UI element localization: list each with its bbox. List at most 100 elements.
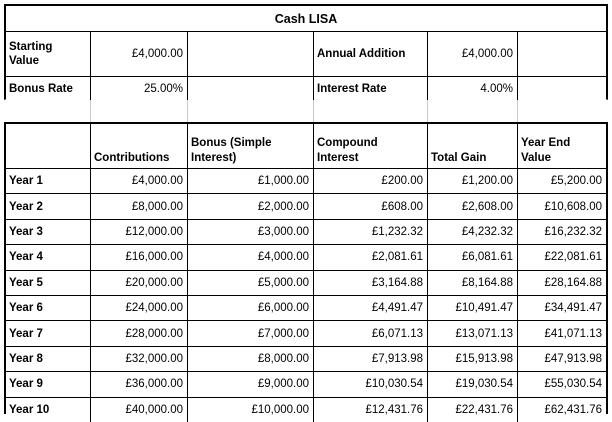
value-cell[interactable]: £6,071.13 bbox=[314, 321, 428, 346]
table-row: Year 10 £40,000.00 £10,000.00 £12,431.76 £22… bbox=[6, 397, 606, 422]
column-header-year-end-value[interactable]: Year End Value bbox=[518, 124, 606, 168]
value-cell[interactable]: £3,164.88 bbox=[314, 270, 428, 295]
table-row: Year 8 £32,000.00 £8,000.00 £7,913.98 £15,91… bbox=[6, 346, 606, 373]
spacer-row bbox=[4, 100, 608, 122]
value-cell[interactable]: £608.00 bbox=[314, 194, 428, 219]
value-cell[interactable]: £7,000.00 bbox=[188, 321, 314, 346]
value-cell[interactable]: £5,000.00 bbox=[188, 270, 314, 295]
value-cell[interactable]: £22,081.61 bbox=[518, 245, 606, 270]
value-cell[interactable]: £32,000.00 bbox=[91, 346, 188, 372]
gridline bbox=[517, 100, 518, 122]
empty-cell[interactable] bbox=[188, 77, 314, 101]
table-body: Year 1 £4,000.00 £1,000.00 £200.00 £1,200.00… bbox=[6, 169, 606, 422]
value-cell[interactable]: £24,000.00 bbox=[91, 295, 188, 321]
annual-addition-label-cell[interactable]: Annual Addition bbox=[314, 32, 428, 76]
value-cell[interactable]: £4,000.00 bbox=[188, 245, 314, 270]
value-cell[interactable]: £6,000.00 bbox=[188, 295, 314, 321]
value-cell[interactable]: £34,491.47 bbox=[518, 295, 606, 321]
row-label-cell[interactable]: Year 10 bbox=[6, 397, 91, 422]
title-row: Cash LISA bbox=[6, 6, 606, 32]
gridline bbox=[313, 100, 314, 122]
value-cell[interactable]: £55,030.54 bbox=[518, 372, 606, 397]
column-header-blank[interactable] bbox=[6, 124, 91, 168]
annual-addition-cell[interactable]: £4,000.00 bbox=[428, 32, 518, 76]
summary-row-1: Starting Value £4,000.00 Annual Addition… bbox=[6, 32, 606, 77]
value-cell[interactable]: £16,232.32 bbox=[518, 219, 606, 245]
value-cell[interactable]: £4,232.32 bbox=[428, 219, 518, 245]
value-cell[interactable]: £1,000.00 bbox=[188, 169, 314, 194]
value-cell[interactable]: £8,000.00 bbox=[91, 194, 188, 219]
value-cell[interactable]: £200.00 bbox=[314, 169, 428, 194]
value-cell[interactable]: £5,200.00 bbox=[518, 169, 606, 194]
projection-table: Contributions Bonus (Simple Interest) Comp… bbox=[4, 122, 608, 422]
row-label-cell[interactable]: Year 2 bbox=[6, 194, 91, 219]
value-cell[interactable]: £2,081.61 bbox=[314, 245, 428, 270]
value-cell[interactable]: £10,030.54 bbox=[314, 372, 428, 397]
row-label-cell[interactable]: Year 8 bbox=[6, 346, 91, 372]
table-row: Year 9 £36,000.00 £9,000.00 £10,030.54 £19,0… bbox=[6, 372, 606, 398]
value-cell[interactable]: £19,030.54 bbox=[428, 372, 518, 397]
row-label-cell[interactable]: Year 3 bbox=[6, 219, 91, 245]
value-cell[interactable]: £8,000.00 bbox=[188, 346, 314, 372]
value-cell[interactable]: £62,431.76 bbox=[518, 397, 606, 422]
interest-rate-label-cell[interactable]: Interest Rate bbox=[314, 77, 428, 101]
value-cell[interactable]: £16,000.00 bbox=[91, 245, 188, 270]
value-cell[interactable]: £40,000.00 bbox=[91, 397, 188, 422]
value-cell[interactable]: £1,200.00 bbox=[428, 169, 518, 194]
value-cell[interactable]: £22,431.76 bbox=[428, 397, 518, 422]
value-cell[interactable]: £9,000.00 bbox=[188, 372, 314, 397]
value-cell[interactable]: £4,491.47 bbox=[314, 295, 428, 321]
summary-section: Cash LISA Starting Value £4,000.00 Annua… bbox=[4, 4, 608, 101]
value-cell[interactable]: £3,000.00 bbox=[188, 219, 314, 245]
value-cell[interactable]: £36,000.00 bbox=[91, 372, 188, 397]
value-cell[interactable]: £28,000.00 bbox=[91, 321, 188, 346]
gridline bbox=[90, 100, 91, 122]
row-label-cell[interactable]: Year 5 bbox=[6, 270, 91, 295]
value-cell[interactable]: £4,000.00 bbox=[91, 169, 188, 194]
column-header-contributions[interactable]: Contributions bbox=[91, 124, 188, 168]
value-cell[interactable]: £47,913.98 bbox=[518, 346, 606, 372]
column-header-bonus-simple-interest[interactable]: Bonus (Simple Interest) bbox=[188, 124, 314, 168]
value-cell[interactable]: £28,164.88 bbox=[518, 270, 606, 295]
bonus-rate-cell[interactable]: 25.00% bbox=[91, 77, 188, 101]
row-label-cell[interactable]: Year 1 bbox=[6, 169, 91, 194]
value-cell[interactable]: £13,071.13 bbox=[428, 321, 518, 346]
value-cell[interactable]: £10,491.47 bbox=[428, 295, 518, 321]
gridline bbox=[427, 100, 428, 122]
empty-cell[interactable] bbox=[518, 77, 606, 101]
value-cell[interactable]: £15,913.98 bbox=[428, 346, 518, 372]
interest-rate-cell[interactable]: 4.00% bbox=[428, 77, 518, 101]
value-cell[interactable]: £1,232.32 bbox=[314, 219, 428, 245]
row-label-cell[interactable]: Year 9 bbox=[6, 372, 91, 397]
value-cell[interactable]: £20,000.00 bbox=[91, 270, 188, 295]
table-header-row: Contributions Bonus (Simple Interest) Comp… bbox=[6, 124, 606, 169]
empty-cell[interactable] bbox=[188, 32, 314, 76]
bonus-rate-label-cell[interactable]: Bonus Rate bbox=[6, 77, 91, 101]
row-label-cell[interactable]: Year 4 bbox=[6, 245, 91, 270]
table-row: Year 2 £8,000.00 £2,000.00 £608.00 £2,608.00… bbox=[6, 194, 606, 220]
table-row: Year 7 £28,000.00 £7,000.00 £6,071.13 £13,07… bbox=[6, 321, 606, 347]
column-header-compound-interest[interactable]: Compound Interest bbox=[314, 124, 428, 168]
sheet-title-cell[interactable]: Cash LISA bbox=[6, 6, 606, 31]
summary-row-2: Bonus Rate 25.00% Interest Rate 4.00% bbox=[6, 77, 606, 101]
value-cell[interactable]: £7,913.98 bbox=[314, 346, 428, 372]
row-label-cell[interactable]: Year 6 bbox=[6, 295, 91, 321]
value-cell[interactable]: £12,000.00 bbox=[91, 219, 188, 245]
starting-value-label-cell[interactable]: Starting Value bbox=[6, 32, 91, 76]
starting-value-cell[interactable]: £4,000.00 bbox=[91, 32, 188, 76]
value-cell[interactable]: £6,081.61 bbox=[428, 245, 518, 270]
empty-cell[interactable] bbox=[518, 32, 606, 76]
column-header-total-gain[interactable]: Total Gain bbox=[428, 124, 518, 168]
value-cell[interactable]: £10,608.00 bbox=[518, 194, 606, 219]
value-cell[interactable]: £41,071.13 bbox=[518, 321, 606, 346]
value-cell[interactable]: £2,608.00 bbox=[428, 194, 518, 219]
row-label-cell[interactable]: Year 7 bbox=[6, 321, 91, 346]
table-row: Year 4 £16,000.00 £4,000.00 £2,081.61 £6,081… bbox=[6, 245, 606, 271]
value-cell[interactable]: £12,431.76 bbox=[314, 397, 428, 422]
gridline bbox=[187, 100, 188, 122]
value-cell[interactable]: £8,164.88 bbox=[428, 270, 518, 295]
table-row: Year 5 £20,000.00 £5,000.00 £3,164.88 £8,164… bbox=[6, 270, 606, 296]
value-cell[interactable]: £2,000.00 bbox=[188, 194, 314, 219]
value-cell[interactable]: £10,000.00 bbox=[188, 397, 314, 422]
